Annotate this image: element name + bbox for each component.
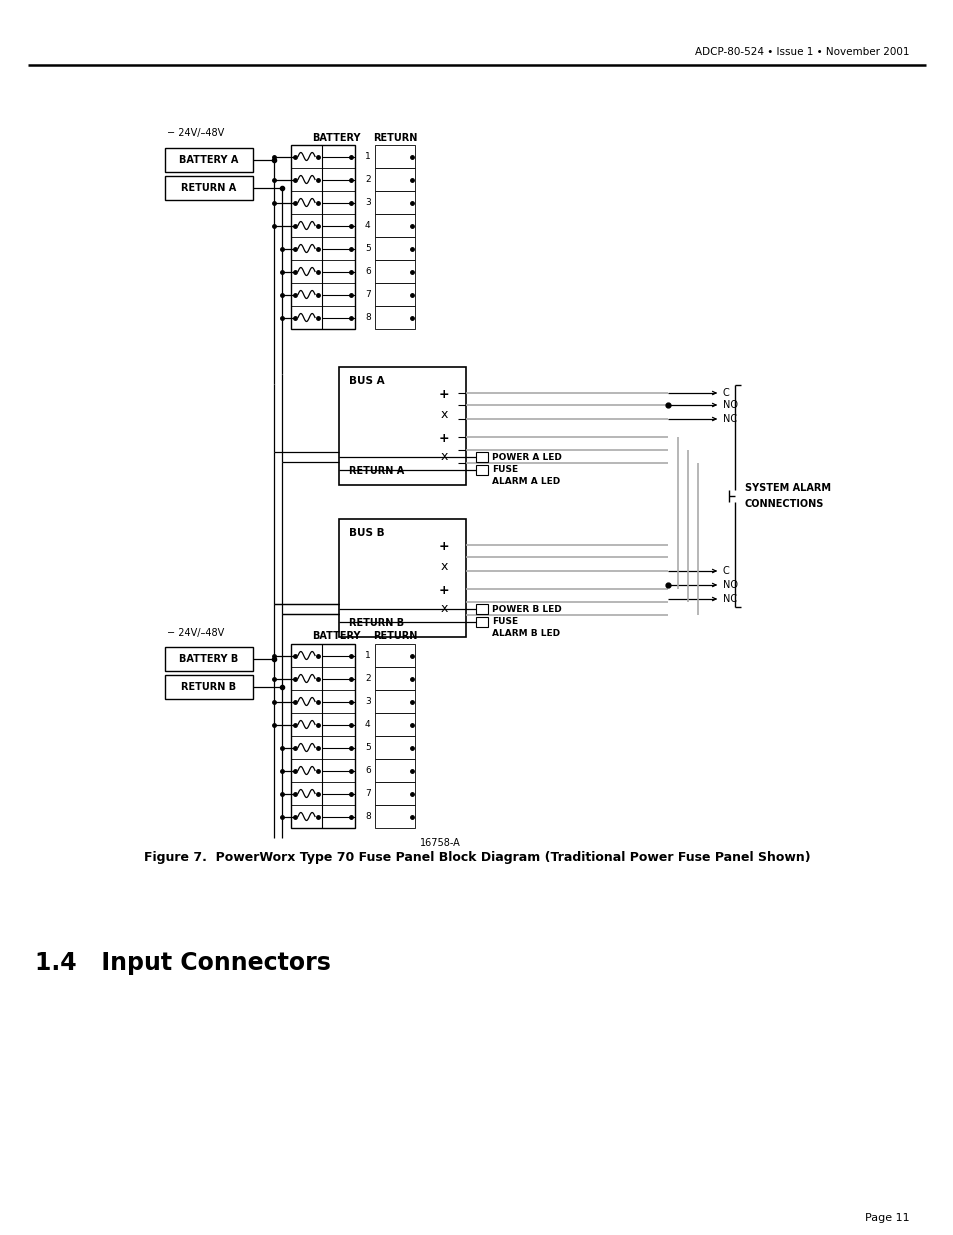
Text: +: + bbox=[438, 432, 449, 446]
Text: FUSE: FUSE bbox=[492, 618, 517, 626]
Bar bbox=[476, 452, 488, 462]
Text: 2: 2 bbox=[365, 674, 370, 683]
Bar bbox=[165, 647, 253, 671]
Text: Page 11: Page 11 bbox=[864, 1213, 909, 1223]
Bar bbox=[476, 604, 488, 614]
Text: 1: 1 bbox=[365, 651, 371, 659]
Bar bbox=[375, 168, 415, 191]
Text: 4: 4 bbox=[365, 720, 370, 729]
Text: 5: 5 bbox=[365, 743, 371, 752]
Text: C: C bbox=[722, 566, 729, 576]
Text: ALARM A LED: ALARM A LED bbox=[492, 478, 559, 487]
Bar bbox=[375, 736, 415, 760]
Bar bbox=[165, 148, 253, 172]
Text: 2: 2 bbox=[365, 175, 370, 184]
Bar bbox=[375, 805, 415, 827]
Text: NC: NC bbox=[722, 414, 737, 424]
Text: Figure 7.  PowerWorx Type 70 Fuse Panel Block Diagram (Traditional Power Fuse Pa: Figure 7. PowerWorx Type 70 Fuse Panel B… bbox=[144, 851, 809, 864]
Text: POWER A LED: POWER A LED bbox=[492, 452, 561, 462]
Bar bbox=[476, 466, 488, 475]
Bar bbox=[375, 713, 415, 736]
Text: x: x bbox=[440, 561, 447, 573]
Bar bbox=[375, 760, 415, 782]
Bar bbox=[375, 237, 415, 261]
Bar bbox=[476, 618, 488, 627]
Bar bbox=[165, 676, 253, 699]
Bar bbox=[291, 643, 355, 827]
Text: BATTERY B: BATTERY B bbox=[179, 655, 238, 664]
Bar bbox=[375, 643, 415, 667]
Text: 16758-A: 16758-A bbox=[419, 839, 460, 848]
Bar bbox=[291, 144, 355, 329]
Text: 1.4   Input Connectors: 1.4 Input Connectors bbox=[35, 951, 331, 974]
Text: +: + bbox=[438, 584, 449, 598]
Bar bbox=[375, 283, 415, 306]
Bar bbox=[375, 306, 415, 329]
Text: 3: 3 bbox=[365, 198, 371, 207]
Bar bbox=[165, 177, 253, 200]
Text: CONNECTIONS: CONNECTIONS bbox=[744, 499, 823, 509]
Text: POWER B LED: POWER B LED bbox=[492, 604, 561, 614]
Text: RETURN A: RETURN A bbox=[349, 466, 404, 475]
Text: − 24V/–48V: − 24V/–48V bbox=[167, 128, 224, 138]
Bar bbox=[375, 261, 415, 283]
Text: RETURN: RETURN bbox=[373, 133, 416, 143]
Bar bbox=[375, 144, 415, 168]
Text: 7: 7 bbox=[365, 290, 371, 299]
Text: BUS B: BUS B bbox=[349, 529, 384, 538]
Text: 4: 4 bbox=[365, 221, 370, 230]
Bar bbox=[375, 667, 415, 690]
Text: NC: NC bbox=[722, 594, 737, 604]
Text: 8: 8 bbox=[365, 312, 371, 322]
Bar bbox=[338, 519, 465, 637]
Text: SYSTEM ALARM: SYSTEM ALARM bbox=[744, 483, 830, 493]
Text: +: + bbox=[438, 389, 449, 401]
Text: 6: 6 bbox=[365, 766, 371, 776]
Bar bbox=[375, 214, 415, 237]
Text: ALARM B LED: ALARM B LED bbox=[492, 630, 559, 638]
Text: FUSE: FUSE bbox=[492, 466, 517, 474]
Text: RETURN A: RETURN A bbox=[181, 183, 236, 193]
Text: − 24V/–48V: − 24V/–48V bbox=[167, 629, 224, 638]
Text: +: + bbox=[438, 541, 449, 553]
Bar bbox=[338, 367, 465, 485]
Text: 3: 3 bbox=[365, 697, 371, 706]
Text: BATTERY A: BATTERY A bbox=[179, 156, 238, 165]
Text: BUS A: BUS A bbox=[349, 375, 384, 387]
Text: BATTERY: BATTERY bbox=[312, 631, 360, 641]
Text: C: C bbox=[722, 388, 729, 398]
Bar bbox=[375, 782, 415, 805]
Text: NO: NO bbox=[722, 400, 738, 410]
Text: x: x bbox=[440, 409, 447, 421]
Text: 6: 6 bbox=[365, 267, 371, 275]
Bar bbox=[375, 690, 415, 713]
Text: RETURN B: RETURN B bbox=[181, 682, 236, 692]
Text: x: x bbox=[440, 451, 447, 463]
Text: 1: 1 bbox=[365, 152, 371, 161]
Text: ADCP-80-524 • Issue 1 • November 2001: ADCP-80-524 • Issue 1 • November 2001 bbox=[695, 47, 909, 57]
Text: x: x bbox=[440, 603, 447, 615]
Text: 8: 8 bbox=[365, 811, 371, 821]
Text: 7: 7 bbox=[365, 789, 371, 798]
Text: NO: NO bbox=[722, 580, 738, 590]
Text: RETURN: RETURN bbox=[373, 631, 416, 641]
Text: RETURN B: RETURN B bbox=[349, 618, 404, 629]
Bar bbox=[375, 191, 415, 214]
Text: BATTERY: BATTERY bbox=[312, 133, 360, 143]
Text: 5: 5 bbox=[365, 245, 371, 253]
